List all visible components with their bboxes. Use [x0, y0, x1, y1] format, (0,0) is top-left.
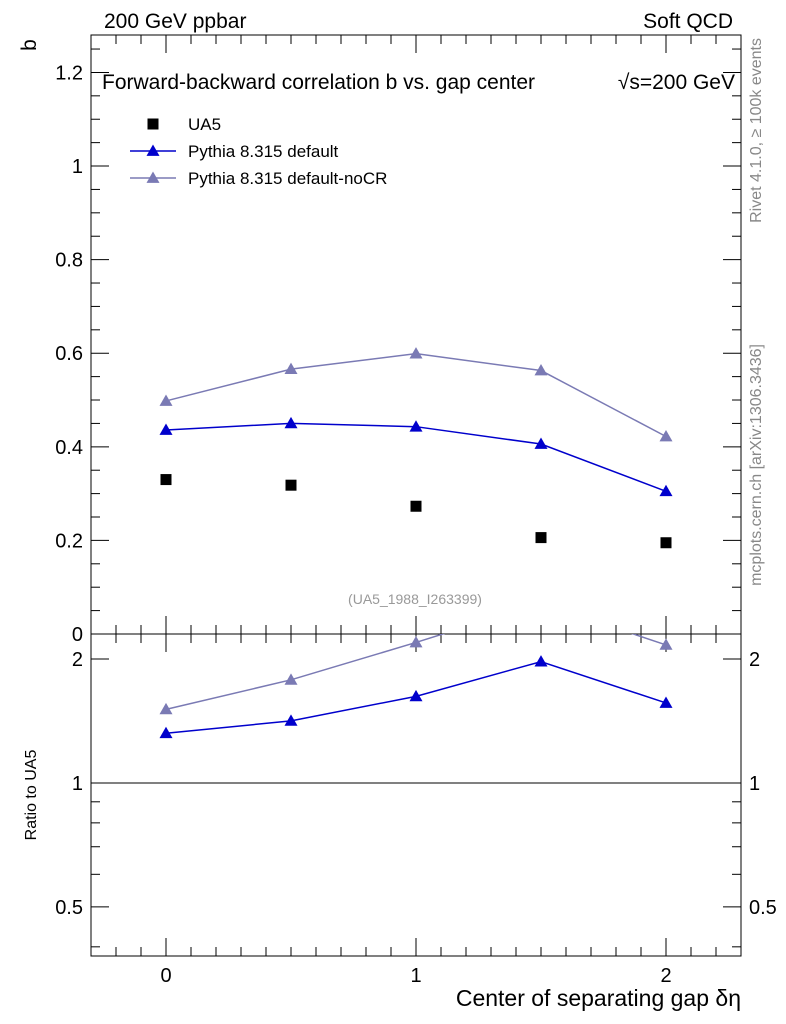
main-series-layer	[159, 347, 673, 549]
data-point-2	[659, 430, 673, 442]
data-point-0	[535, 532, 547, 544]
legend-label-1: Pythia 8.315 default	[188, 142, 339, 161]
ratio-point-2	[409, 635, 423, 648]
y-tick-label: 0.8	[55, 250, 83, 272]
chart-title: Forward-backward correlation b vs. gap c…	[102, 71, 535, 94]
x-tick-label: 2	[660, 965, 671, 987]
side-label-mcplots: mcplots.cern.ch [arXiv:1306.3436]	[748, 344, 765, 586]
y-tick-label: 0	[72, 624, 83, 646]
data-point-1	[534, 437, 548, 449]
y-axis-label: b	[18, 39, 41, 51]
ratio-point-1	[284, 714, 298, 726]
data-point-0	[410, 500, 422, 512]
legend-marker-2	[146, 171, 160, 183]
ratio-axis-ticks: 0.5 0.5 1 1 2 2	[55, 649, 777, 948]
analysis-tag: (UA5_1988_I263399)	[348, 591, 482, 607]
x-axis-ticks: 0 1 2	[115, 35, 717, 987]
ratio-y-tick-label: 1	[72, 773, 83, 795]
ratio-plot-frame	[90, 633, 742, 957]
ratio-point-2	[535, 597, 548, 608]
data-point-1	[284, 416, 298, 429]
ratio-point-2	[159, 702, 173, 715]
ratio-y-tick-label: 0.5	[55, 897, 83, 919]
legend-marker-0	[147, 118, 159, 130]
ratio-point-1	[659, 696, 673, 708]
data-point-2	[534, 364, 548, 376]
data-point-2	[409, 347, 423, 359]
x-tick-label: 1	[410, 965, 421, 987]
data-point-1	[659, 484, 673, 497]
side-label-rivet: Rivet 4.1.0, ≥ 100k events	[748, 38, 765, 223]
ratio-point-1	[409, 689, 423, 702]
legend: UA5 Pythia 8.315 default Pythia 8.315 defa…	[130, 115, 387, 188]
data-point-2	[284, 362, 298, 375]
ratio-y-tick-label: 2	[72, 649, 83, 671]
legend-label-2: Pythia 8.315 default-noCR	[188, 169, 387, 188]
chart-title-energy: √s=200 GeV	[618, 71, 735, 94]
y-tick-label: 0.4	[55, 437, 83, 459]
x-tick-label: 0	[160, 965, 171, 987]
data-point-1	[159, 423, 173, 435]
ratio-point-1	[534, 655, 548, 667]
y-tick-label: 0.6	[55, 343, 83, 365]
data-point-2	[159, 394, 173, 406]
ratio-point-2	[659, 638, 673, 650]
ratio-y-axis-label: Ratio to UA5	[23, 750, 40, 841]
y-tick-label: 0.2	[55, 530, 83, 552]
legend-label-0: UA5	[188, 115, 221, 134]
y-tick-label: 1	[72, 156, 83, 178]
ratio-y-tick-label-right: 1	[749, 773, 760, 795]
header-right: Soft QCD	[643, 10, 733, 33]
data-point-0	[285, 479, 297, 491]
ratio-point-1	[159, 726, 173, 739]
main-axis-ticks: 0 0.2 0.4 0.6 0.8 1 1.2	[55, 48, 741, 646]
series-line-1	[165, 422, 667, 492]
legend-marker-1	[146, 144, 160, 156]
data-point-1	[409, 420, 423, 432]
data-point-0	[160, 474, 172, 486]
ratio-y-tick-label-right: 0.5	[749, 897, 777, 919]
data-point-0	[660, 537, 672, 549]
x-axis-label: Center of separating gap δη	[456, 985, 741, 1011]
ratio-point-2	[284, 673, 298, 685]
y-tick-label: 1.2	[55, 62, 83, 84]
ratio-series-layer	[159, 597, 673, 739]
ratio-y-tick-label-right: 2	[749, 649, 760, 671]
header-left: 200 GeV ppbar	[104, 10, 246, 33]
